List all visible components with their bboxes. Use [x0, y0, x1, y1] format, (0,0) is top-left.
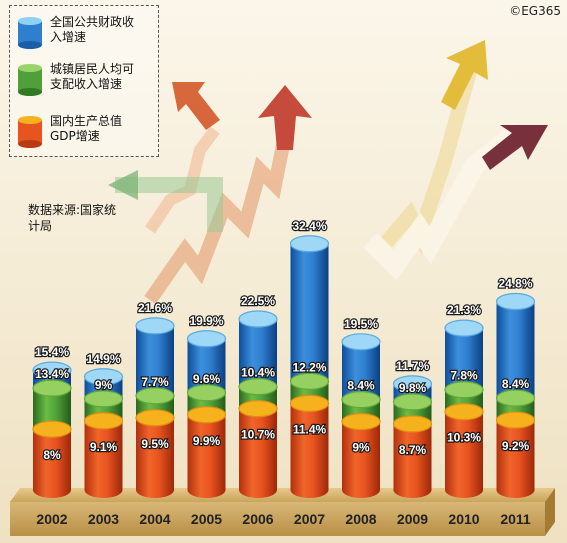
- label-fiscal-2003: 14.9%: [86, 352, 120, 366]
- label-gdp-2008: 9%: [352, 441, 370, 455]
- label-income-2006: 10.4%: [241, 366, 275, 380]
- year-label-2004: 2004: [139, 511, 170, 527]
- label-gdp-2007: 11.4%: [293, 422, 327, 436]
- label-gdp-2003: 9.1%: [90, 440, 118, 454]
- bar-gdp-2004: [135, 409, 175, 498]
- arrow-head-orange: [172, 82, 220, 130]
- bar-gdp-2009: [392, 415, 433, 498]
- legend-item-income: 城镇居民人均可支配收入增速: [16, 62, 142, 98]
- year-label-2002: 2002: [36, 511, 67, 527]
- label-fiscal-2006: 22.5%: [241, 294, 275, 308]
- year-label-2009: 2009: [397, 511, 428, 527]
- legend-item-fiscal: 全国公共财政收入增速: [16, 15, 142, 51]
- label-fiscal-2004: 21.6%: [138, 301, 172, 315]
- bar-gdp-2003: [83, 412, 124, 498]
- label-gdp-2004: 9.5%: [141, 437, 169, 451]
- label-income-2004: 7.7%: [141, 375, 169, 389]
- legend-label-gdp: 国内生产总值GDP增速: [50, 114, 123, 143]
- label-gdp-2002: 8%: [43, 448, 61, 462]
- label-gdp-2011: 9.2%: [502, 439, 530, 453]
- label-income-2008: 8.4%: [347, 379, 375, 393]
- label-income-2009: 9.8%: [399, 381, 427, 395]
- year-label-2010: 2010: [448, 511, 479, 527]
- bar-gdp-2006: [238, 400, 278, 498]
- arrow-head-yellow: [441, 40, 488, 110]
- label-fiscal-2007: 32.4%: [292, 219, 326, 233]
- bar-gdp-2011: [495, 411, 536, 498]
- bar-gdp-2010: [444, 403, 484, 498]
- label-fiscal-2010: 21.3%: [447, 303, 481, 317]
- source-note: 数据来源:国家统计局: [28, 203, 117, 233]
- label-gdp-2006: 10.7%: [241, 428, 275, 442]
- year-label-2005: 2005: [191, 511, 222, 527]
- arrow-head-green: [108, 170, 138, 200]
- label-fiscal-2009: 11.7%: [396, 359, 430, 373]
- bar-gdp-2002: [32, 420, 72, 498]
- bar-gdp-2008: [341, 413, 381, 498]
- arrow-head-maroon: [482, 125, 548, 170]
- copyright-text: ©EG365: [509, 4, 561, 18]
- year-label-2007: 2007: [294, 511, 325, 527]
- legend-swatch-gdp: [18, 116, 42, 148]
- label-income-2011: 8.4%: [502, 377, 530, 391]
- label-fiscal-2005: 19.9%: [189, 314, 223, 328]
- bar-gdp-2005: [186, 406, 227, 498]
- label-income-2007: 12.2%: [292, 360, 326, 374]
- legend-label-fiscal: 全国公共财政收入增速: [50, 15, 135, 44]
- label-fiscal-2011: 24.8%: [498, 277, 532, 291]
- legend-swatch-income: [18, 64, 42, 96]
- year-label-2003: 2003: [88, 511, 119, 527]
- label-fiscal-2008: 19.5%: [344, 317, 378, 331]
- year-label-2008: 2008: [345, 511, 376, 527]
- legend-item-gdp: 国内生产总值GDP增速: [16, 114, 142, 150]
- label-income-2003: 9%: [95, 378, 113, 392]
- label-income-2005: 9.6%: [193, 372, 221, 386]
- label-gdp-2010: 10.3%: [447, 431, 481, 445]
- arrow-head-red: [258, 85, 312, 150]
- label-income-2002: 13.4%: [35, 367, 69, 381]
- legend-label-income: 城镇居民人均可支配收入增速: [50, 62, 135, 91]
- year-label-2011: 2011: [500, 511, 531, 527]
- trend-arrows: [108, 40, 548, 305]
- label-fiscal-2002: 15.4%: [35, 345, 69, 359]
- label-income-2010: 7.8%: [450, 369, 478, 383]
- legend-swatch-fiscal: [18, 17, 42, 49]
- label-gdp-2009: 8.7%: [399, 443, 427, 457]
- bar-gdp-2007: [289, 394, 330, 498]
- legend: 全国公共财政收入增速 城镇居民人均可支配收入增速 国内生产总值GDP增速: [9, 5, 159, 157]
- bar-fiscal-2007: [289, 235, 330, 394]
- year-label-2006: 2006: [242, 511, 273, 527]
- label-gdp-2005: 9.9%: [193, 434, 221, 448]
